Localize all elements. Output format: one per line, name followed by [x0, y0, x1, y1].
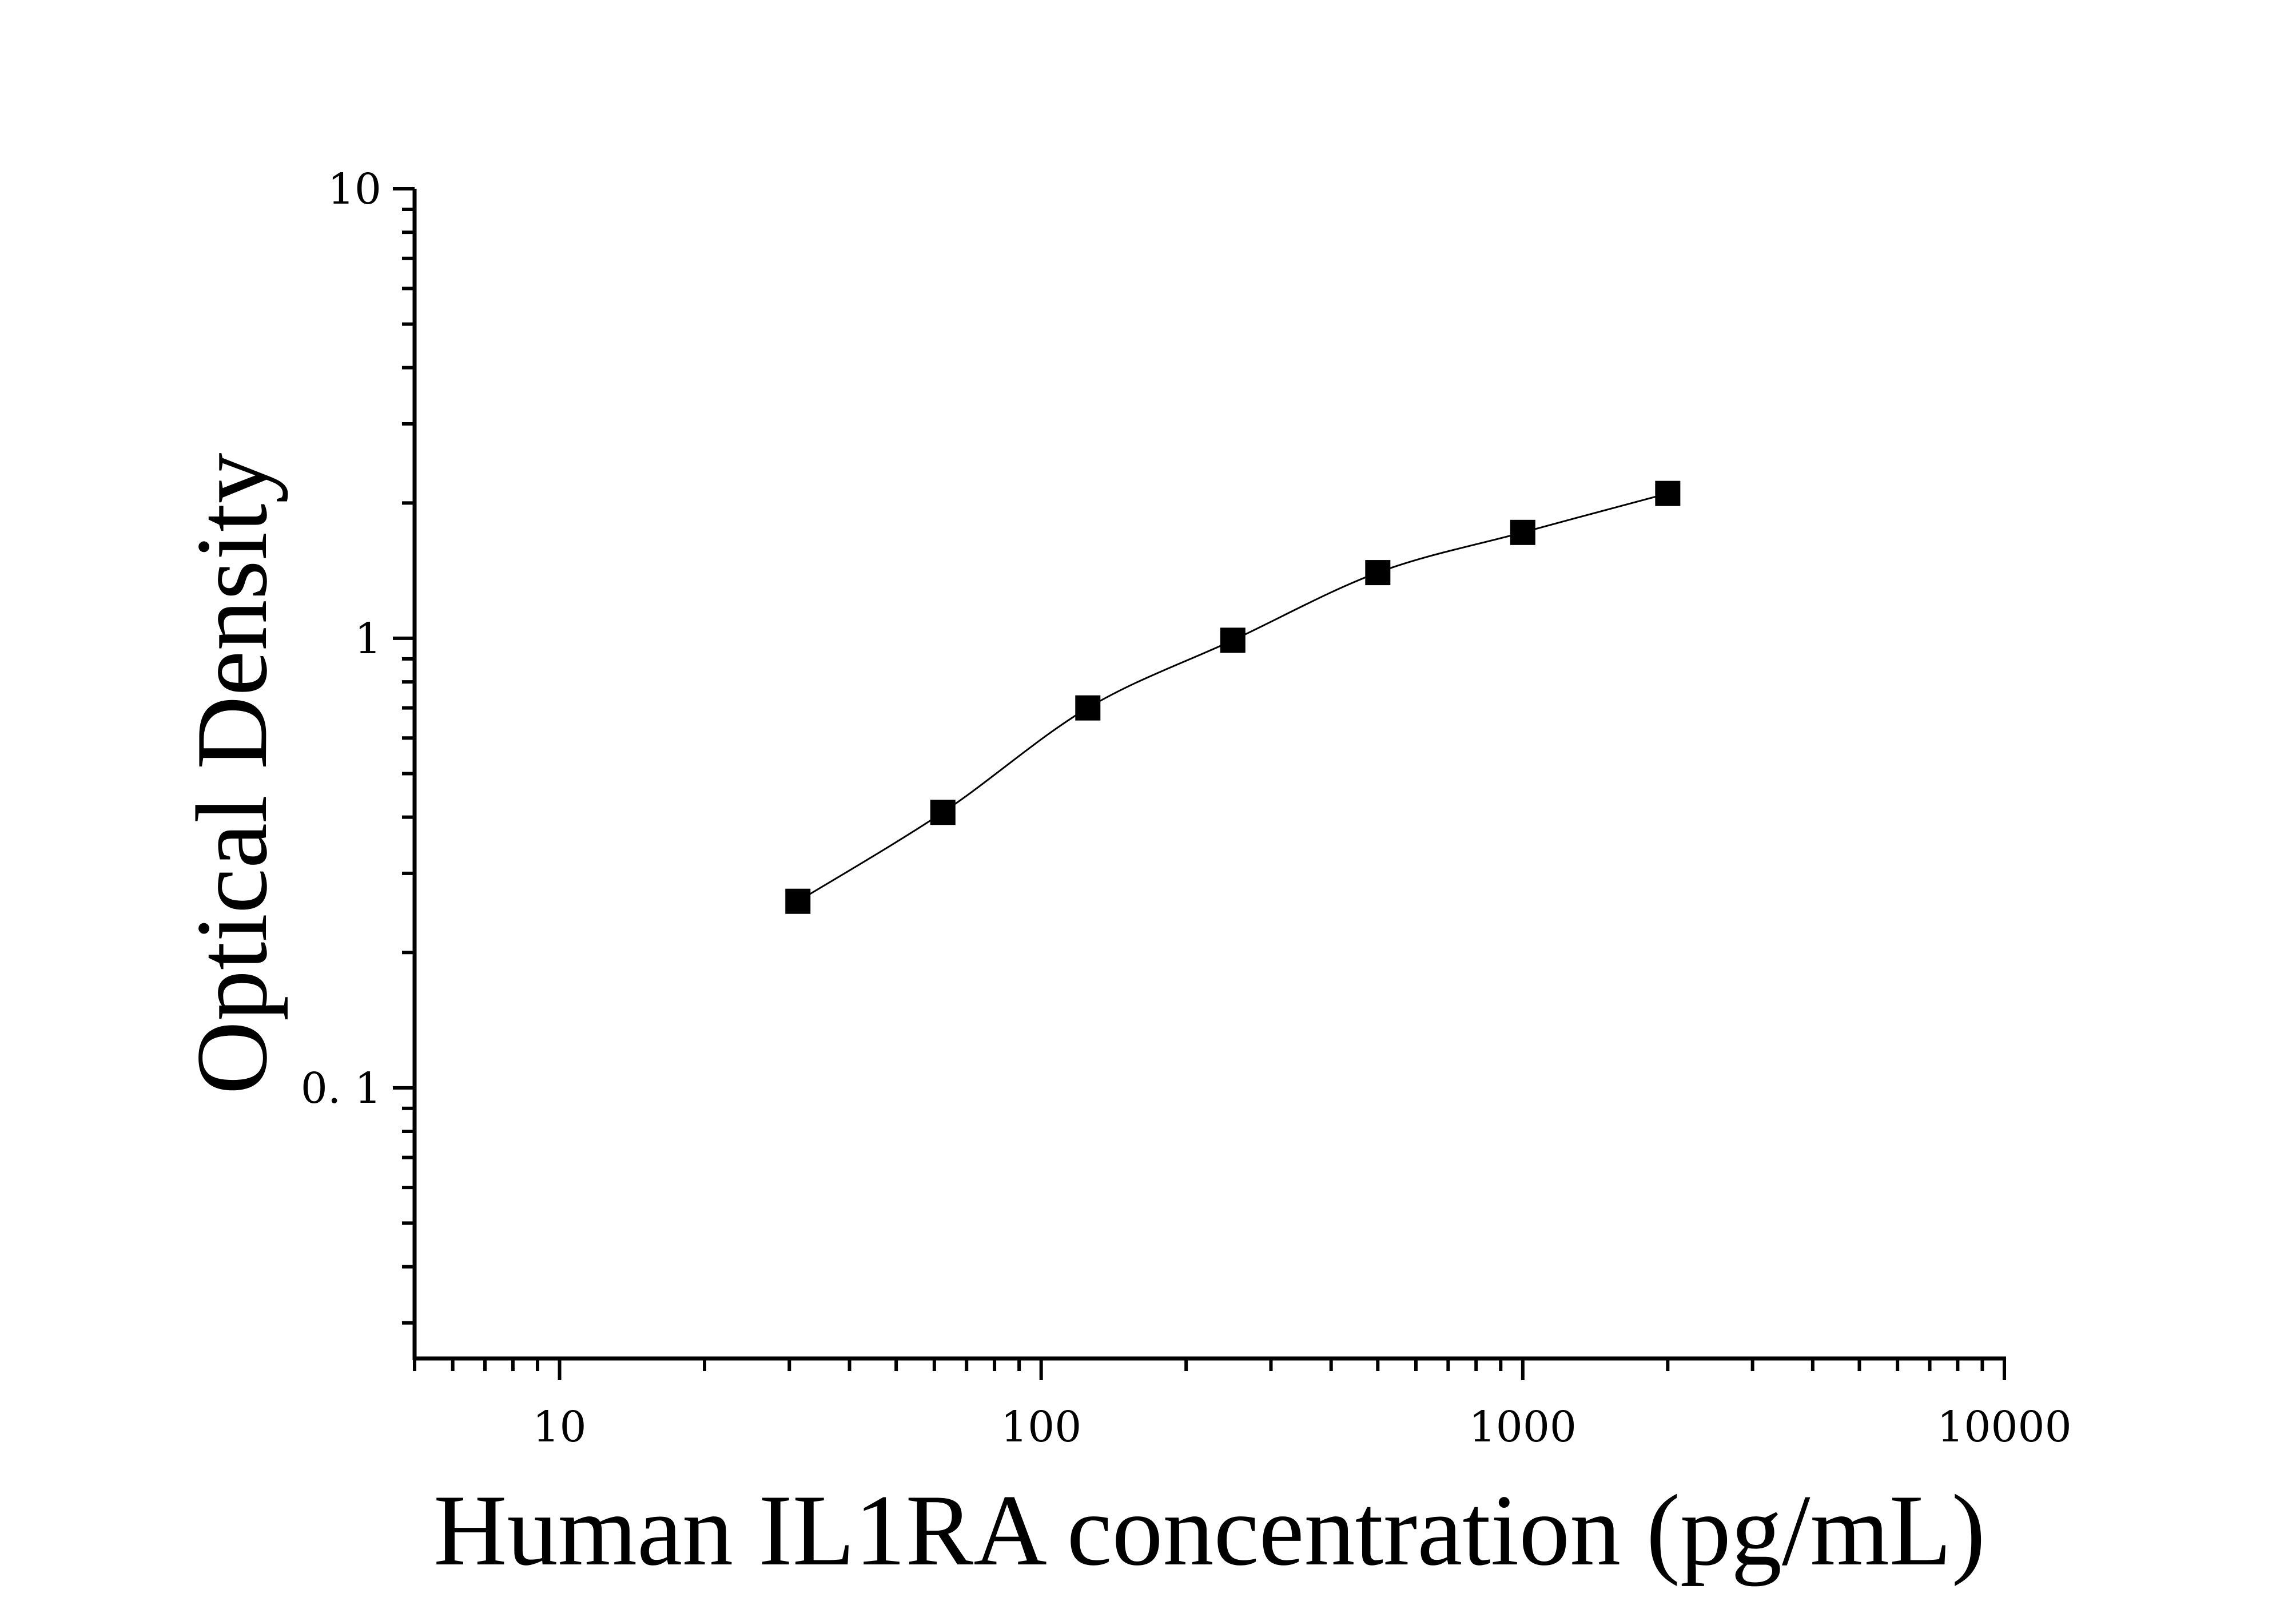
data-point-500 — [1365, 560, 1391, 586]
x-tick-label-1000: 1000 — [1469, 1403, 1577, 1452]
data-point-250 — [1220, 627, 1246, 653]
x-tick-label-10000: 10000 — [1937, 1403, 2071, 1452]
y-tick-label-10: 10 — [328, 165, 381, 214]
y-tick-label-1: 1 — [355, 614, 381, 664]
x-axis-ticks — [413, 1358, 2006, 1380]
x-axis-tick-labels: 10 100 1000 10000 — [532, 1403, 2071, 1452]
y-axis-title: Optical Density — [175, 452, 288, 1094]
axes — [393, 187, 2006, 1380]
y-axis-ticks — [393, 187, 415, 1325]
data-points — [785, 480, 1681, 914]
data-point-2000 — [1655, 480, 1681, 506]
x-tick-label-100: 100 — [1001, 1403, 1081, 1452]
data-point-125 — [1075, 695, 1101, 721]
x-tick-label-10: 10 — [532, 1403, 586, 1452]
data-point-31.25 — [785, 888, 811, 914]
x-axis-title: Human IL1RA concentration (pg/mL) — [433, 1473, 1985, 1587]
y-tick-label-0-1: 0. 1 — [301, 1064, 381, 1113]
y-axis-tick-labels: 0. 1 1 10 — [301, 165, 381, 1113]
data-point-1000 — [1510, 519, 1535, 545]
data-point-62.5 — [930, 800, 956, 825]
